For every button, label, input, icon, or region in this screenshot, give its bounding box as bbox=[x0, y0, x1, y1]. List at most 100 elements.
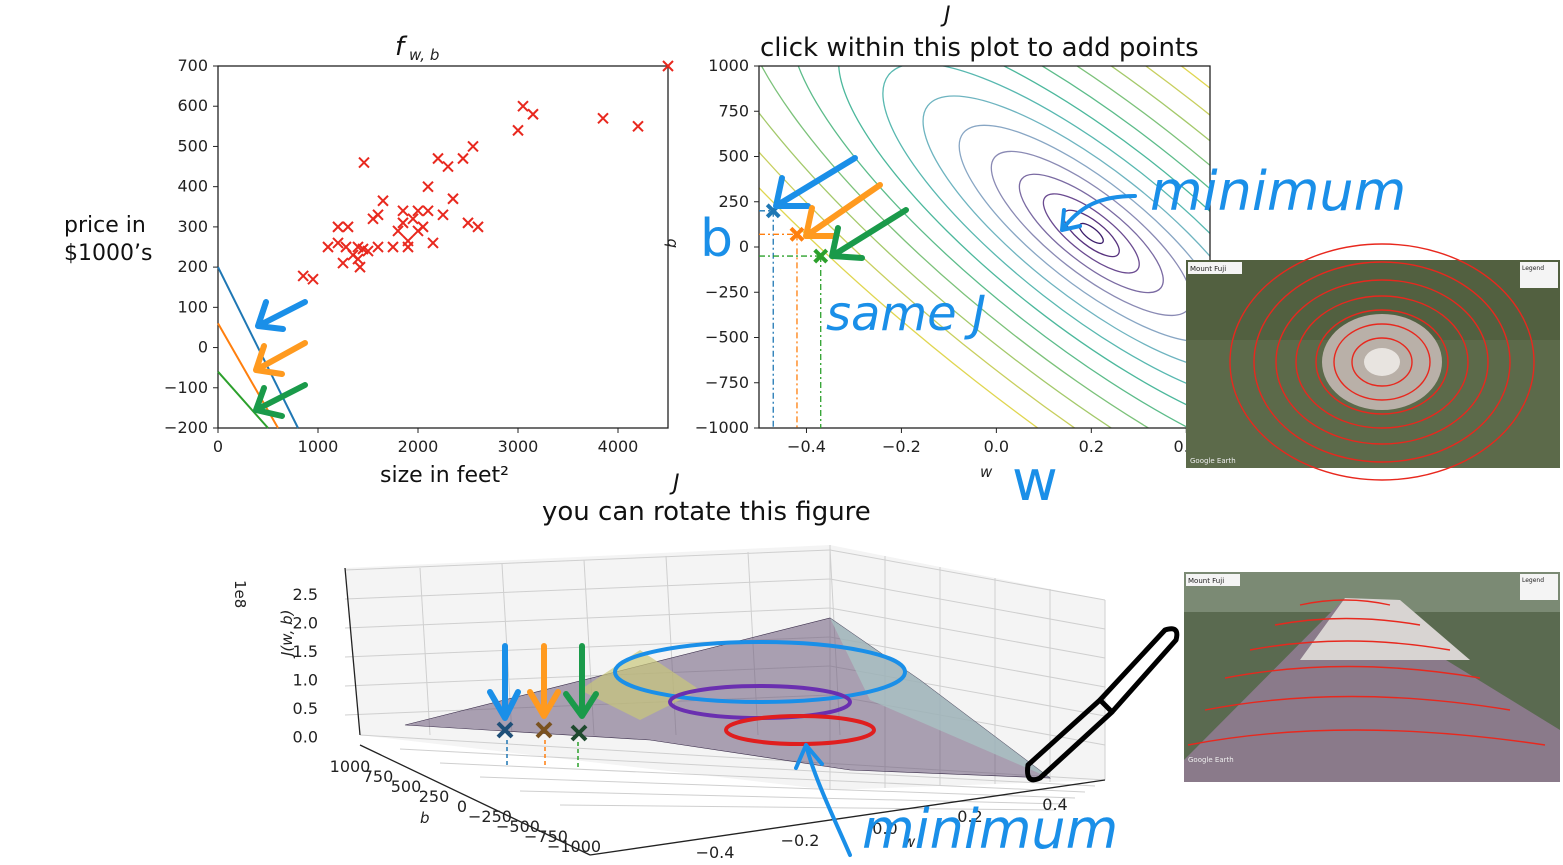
plot1-data-point bbox=[307, 273, 319, 285]
plot1-title-sub: w, b bbox=[409, 46, 439, 64]
plot1-data-point bbox=[422, 180, 434, 193]
plot1-x-tick-label: 3000 bbox=[498, 437, 539, 456]
plot2-y-tick-label: −1000 bbox=[695, 418, 749, 437]
plot1-data-point bbox=[397, 217, 409, 229]
plot1-data-point bbox=[297, 270, 309, 282]
plot1-y-tick-label: 400 bbox=[177, 177, 208, 196]
plot3-z-tick-label: 2.5 bbox=[293, 585, 318, 604]
plot1-x-tick-label: 0 bbox=[213, 437, 223, 456]
bottom-photo-credit: Google Earth bbox=[1188, 756, 1234, 764]
plot1-data-point bbox=[527, 108, 539, 120]
plot3-w-tick-label: 0.4 bbox=[1042, 795, 1067, 814]
plot1-data-point bbox=[517, 100, 529, 112]
plot1-data-point bbox=[462, 217, 474, 229]
plot2-selected-point[interactable] bbox=[813, 248, 829, 264]
plot1-x-ticks: 0 1000 2000 3000 4000 bbox=[213, 428, 638, 456]
plot1-data-point bbox=[432, 152, 444, 165]
plot1-y-tick-label: 600 bbox=[177, 96, 208, 115]
plot3-w-axis-line bbox=[589, 779, 1106, 856]
plot2-x-tick-label: −0.2 bbox=[882, 437, 921, 456]
plot2-selected-point[interactable] bbox=[789, 226, 805, 242]
plot2-contour-line bbox=[789, 66, 1210, 428]
plot1-y-tick-label: 700 bbox=[177, 56, 208, 75]
plot1-data-point bbox=[442, 160, 454, 173]
plot1-data-point bbox=[362, 245, 374, 257]
plot2-y-tick-label: 0 bbox=[739, 237, 749, 256]
plot3-w-tick-label: −0.2 bbox=[781, 831, 820, 850]
plot2-top-label: J bbox=[940, 3, 951, 28]
plot2-x-tick-label: 0.2 bbox=[1079, 437, 1104, 456]
annotation-same-j: same J bbox=[826, 286, 986, 342]
plot2-contour-line bbox=[838, 66, 1210, 428]
plot2-contour-line bbox=[1042, 193, 1140, 274]
plot1-title-main: f bbox=[395, 32, 408, 62]
plot3-w-tick-label: 0.0 bbox=[872, 819, 897, 838]
plot3-w-ticks: −0.4 −0.2 0.0 0.2 0.4 bbox=[696, 795, 1068, 862]
annotation-w-letter: w bbox=[1012, 449, 1058, 514]
plot3-z-label: J(w, b) bbox=[278, 610, 296, 660]
cost-surface-3d-plot[interactable]: J you can rotate this figure 2.5 2.0 1.5 1.… bbox=[231, 471, 1180, 862]
plot1-data-point bbox=[387, 241, 399, 253]
plot1-data-point bbox=[397, 205, 409, 217]
bottom-photo-legend: Legend bbox=[1522, 577, 1544, 584]
plot2-y-tick-label: 750 bbox=[718, 101, 749, 120]
plot1-data-point bbox=[392, 225, 404, 237]
plot1-y-label-line1: price in bbox=[64, 213, 146, 238]
plot1-data-point bbox=[597, 112, 609, 124]
plot3-z-tick-label: 2.0 bbox=[293, 614, 318, 633]
plot1-data-point bbox=[407, 213, 419, 225]
bottom-photo-title: Mount Fuji bbox=[1188, 577, 1224, 585]
top-photo-legend: Legend bbox=[1522, 265, 1544, 272]
plot1-data-point bbox=[412, 205, 424, 217]
plot2-contour-lines bbox=[759, 66, 1210, 428]
plot3-grid-line bbox=[399, 748, 1096, 787]
plot3-hand-arrows bbox=[487, 643, 599, 721]
plot1-data-point bbox=[377, 195, 389, 207]
plot3-grid-line bbox=[519, 790, 1066, 805]
plot1-x-tick-label: 4000 bbox=[598, 437, 639, 456]
plot2-contour-line bbox=[759, 66, 1210, 428]
plot1-data-point bbox=[437, 209, 449, 221]
plot3-b-tick-label: 1000 bbox=[330, 757, 371, 776]
plot2-background bbox=[759, 66, 1210, 428]
plot3-z-scale: 1e8 bbox=[231, 580, 249, 608]
plot3-grid-line bbox=[559, 804, 1056, 811]
plot1-data-points bbox=[297, 60, 674, 285]
plot1-data-point bbox=[632, 120, 644, 133]
plot1-data-point bbox=[337, 257, 349, 269]
plot3-grid-line bbox=[344, 549, 831, 571]
plot1-y-tick-label: 500 bbox=[177, 136, 208, 155]
plot2-y-tick-label: −500 bbox=[705, 328, 749, 347]
plot3-b-tick-label: 0 bbox=[457, 797, 467, 816]
plot1-data-point bbox=[402, 235, 414, 247]
plot3-z-tick-label: 1.0 bbox=[293, 671, 318, 690]
plot2-selected-points[interactable] bbox=[759, 203, 829, 428]
plot2-y-ticks: 1000 750 500 250 0 −250 −500 −750 −1000 bbox=[695, 56, 759, 437]
plot3-b-tick-label: 250 bbox=[419, 787, 450, 806]
plot3-top-label: J bbox=[669, 471, 680, 496]
plot2-x-label: w bbox=[980, 463, 993, 481]
plot3-b-axis-line bbox=[359, 744, 591, 856]
plot3-grid-line bbox=[829, 549, 1106, 601]
plot3-b-tick-label: −750 bbox=[524, 827, 568, 846]
plot1-data-point bbox=[354, 261, 366, 273]
plot1-data-point bbox=[467, 140, 479, 153]
plot3-grid-line bbox=[344, 578, 831, 600]
plot1-frame bbox=[217, 65, 669, 429]
plot3-w-label: w bbox=[903, 833, 916, 851]
plot1-model-line bbox=[217, 266, 299, 429]
plot3-markers bbox=[496, 721, 588, 770]
plot1-y-tick-label: 0 bbox=[198, 338, 208, 357]
plot3-z-tick-label: 1.5 bbox=[293, 642, 318, 661]
plot1-x-label: size in feet² bbox=[380, 463, 509, 488]
plot1-data-point bbox=[372, 241, 384, 253]
plot1-data-point bbox=[512, 124, 524, 137]
plot3-b-label: b bbox=[420, 809, 430, 827]
plot1-data-point bbox=[472, 221, 484, 233]
plot1-data-point bbox=[332, 237, 344, 249]
plot1-data-point bbox=[322, 241, 334, 253]
plot2-x-tick-label: −0.4 bbox=[787, 437, 826, 456]
plot2-y-tick-label: −250 bbox=[705, 282, 749, 301]
